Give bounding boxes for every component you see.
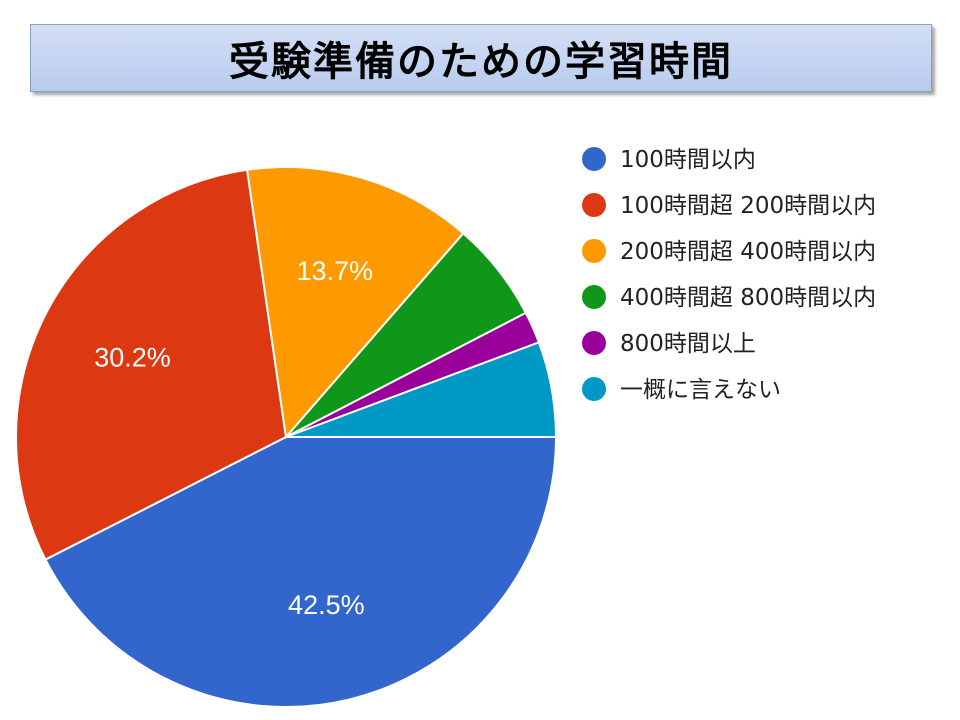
legend: 100時間以内 100時間超 200時間以内 200時間超 400時間以内 400時間… — [582, 147, 876, 403]
slice-percent-label-0: 42.5% — [288, 590, 365, 620]
legend-marker-5 — [582, 377, 606, 401]
legend-marker-0 — [582, 147, 606, 171]
legend-marker-3 — [582, 285, 606, 309]
legend-label-0: 100時間以内 — [620, 147, 756, 173]
legend-label-4: 800時間以上 — [620, 331, 756, 357]
pie-slices — [15, 166, 558, 708]
title-banner: 受験準備のための学習時間 — [30, 24, 932, 92]
pie-slice-5 — [285, 341, 558, 438]
percentage-labels: 42.5% 30.2% 13.7% — [94, 256, 373, 620]
chart-title: 受験準備のための学習時間 — [229, 39, 733, 85]
pie-slice-0 — [44, 436, 558, 708]
slice-percent-label-2: 13.7% — [296, 256, 373, 286]
legend-label-2: 200時間超 400時間以内 — [620, 239, 876, 265]
legend-marker-2 — [582, 239, 606, 263]
legend-label-3: 400時間超 800時間以内 — [620, 285, 876, 311]
pie-slice-2 — [245, 166, 465, 440]
legend-marker-4 — [582, 331, 606, 355]
legend-label-1: 100時間超 200時間以内 — [620, 193, 876, 219]
legend-label-5: 一概に言えない — [620, 377, 781, 403]
legend-marker-1 — [582, 193, 606, 217]
slice-percent-label-1: 30.2% — [94, 343, 171, 373]
pie-slice-1 — [15, 168, 288, 561]
